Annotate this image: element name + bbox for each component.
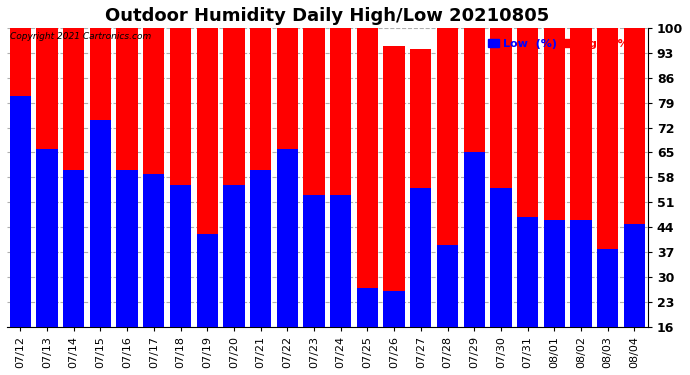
Bar (357, 288, 378, 375)
Bar (544, 28, 565, 375)
Bar (90, 28, 111, 375)
Bar (464, 28, 485, 375)
Bar (437, 245, 458, 375)
Bar (37, 28, 58, 375)
Bar (357, 28, 378, 375)
Bar (197, 28, 218, 375)
Bar (90, 120, 111, 375)
Bar (384, 46, 405, 375)
Bar (304, 28, 325, 375)
Bar (517, 216, 538, 375)
Bar (224, 184, 244, 375)
Bar (464, 153, 485, 375)
Bar (143, 174, 164, 375)
Bar (597, 28, 618, 375)
Bar (10, 28, 31, 375)
Bar (197, 234, 218, 375)
Bar (437, 28, 458, 375)
Bar (624, 28, 645, 375)
Bar (571, 220, 592, 375)
Bar (597, 249, 618, 375)
Bar (330, 28, 351, 375)
Title: Outdoor Humidity Daily High/Low 20210805: Outdoor Humidity Daily High/Low 20210805 (106, 7, 549, 25)
Bar (250, 28, 271, 375)
Bar (624, 224, 645, 375)
Bar (304, 195, 325, 375)
Text: Copyright 2021 Cartronics.com: Copyright 2021 Cartronics.com (10, 32, 151, 41)
Bar (37, 149, 58, 375)
Bar (384, 291, 405, 375)
Bar (224, 28, 244, 375)
Bar (410, 188, 431, 375)
Bar (571, 28, 592, 375)
Bar (63, 28, 84, 375)
Bar (63, 170, 84, 375)
Bar (277, 28, 298, 375)
Bar (490, 28, 511, 375)
Bar (170, 28, 191, 375)
Bar (143, 28, 164, 375)
Legend: Low  (%), High  (%): Low (%), High (%) (486, 36, 635, 51)
Bar (170, 184, 191, 375)
Bar (117, 170, 138, 375)
Bar (277, 149, 298, 375)
Bar (517, 28, 538, 375)
Bar (10, 96, 31, 375)
Bar (490, 188, 511, 375)
Bar (250, 170, 271, 375)
Bar (117, 28, 138, 375)
Bar (410, 49, 431, 375)
Bar (544, 220, 565, 375)
Bar (330, 195, 351, 375)
